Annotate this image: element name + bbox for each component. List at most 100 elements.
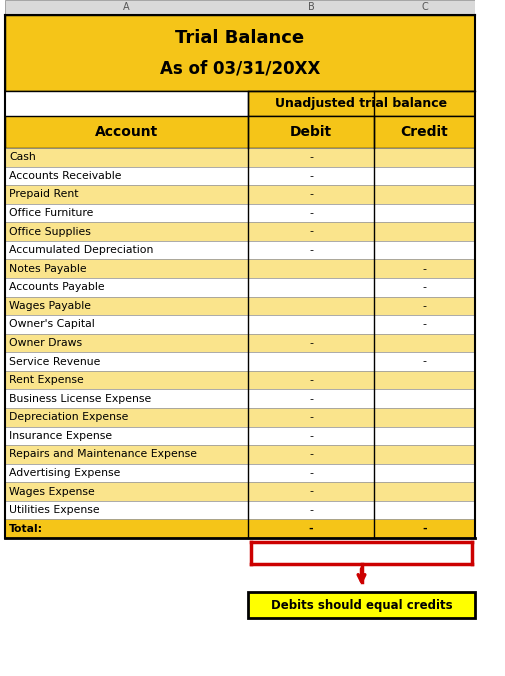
Text: As of 03/31/20XX: As of 03/31/20XX (160, 59, 320, 77)
Text: Unadjusted trial balance: Unadjusted trial balance (275, 97, 447, 110)
Text: -: - (309, 393, 313, 404)
Bar (5, 116, 475, 148)
Text: Debits should equal credits: Debits should equal credits (271, 598, 452, 612)
Text: A: A (123, 3, 130, 12)
Bar (248, 166, 374, 185)
Text: -: - (309, 431, 313, 441)
Text: Depreciation Expense: Depreciation Expense (9, 412, 128, 422)
Bar (475, 166, 505, 185)
Text: -: - (309, 375, 313, 385)
Bar (5, 297, 248, 315)
Bar (374, 166, 475, 185)
Text: Service Revenue: Service Revenue (9, 356, 100, 366)
Bar (475, 241, 505, 260)
Bar (475, 334, 505, 352)
Bar (374, 334, 475, 352)
Bar (5, 91, 248, 116)
Bar (374, 464, 475, 482)
Bar (248, 389, 374, 408)
Bar (475, 389, 505, 408)
Bar (475, 464, 505, 482)
Bar (374, 352, 475, 371)
Text: Wages Expense: Wages Expense (9, 487, 95, 497)
Bar (5, 278, 248, 297)
Bar (5, 352, 248, 371)
Bar (248, 482, 374, 501)
Bar (475, 445, 505, 464)
Bar (5, 519, 248, 538)
Text: Accounts Payable: Accounts Payable (9, 283, 105, 292)
Text: -: - (422, 524, 427, 534)
Bar (475, 482, 505, 501)
Bar (5, 148, 248, 166)
Bar (248, 445, 374, 464)
Text: -: - (309, 524, 313, 534)
Bar (5, 260, 248, 278)
Text: Cash: Cash (9, 152, 36, 162)
Text: -: - (423, 283, 427, 292)
Bar (5, 166, 248, 185)
Text: Accounts Receivable: Accounts Receivable (9, 171, 122, 181)
Bar (248, 464, 374, 482)
Text: -: - (423, 320, 427, 329)
Bar (248, 408, 374, 427)
Bar (248, 260, 374, 278)
Bar (475, 297, 505, 315)
Bar (5, 15, 475, 91)
Text: -: - (423, 356, 427, 366)
Text: B: B (308, 3, 315, 12)
Text: C: C (421, 3, 428, 12)
Text: -: - (309, 226, 313, 237)
Bar (374, 297, 475, 315)
Text: -: - (309, 171, 313, 181)
Bar (475, 278, 505, 297)
Bar (248, 297, 374, 315)
Bar (475, 15, 505, 91)
Bar (374, 519, 475, 538)
Text: Business License Expense: Business License Expense (9, 393, 152, 404)
Bar (5, 501, 248, 519)
Bar (374, 315, 475, 334)
Text: Owner Draws: Owner Draws (9, 338, 82, 348)
Bar (248, 519, 374, 538)
Bar (475, 116, 505, 148)
Bar (374, 203, 475, 222)
Text: Insurance Expense: Insurance Expense (9, 431, 112, 441)
Text: Owner's Capital: Owner's Capital (9, 320, 95, 329)
Text: -: - (423, 301, 427, 311)
Text: Office Supplies: Office Supplies (9, 226, 91, 237)
Text: Trial Balance: Trial Balance (175, 29, 305, 47)
Bar (248, 241, 374, 260)
Text: -: - (309, 450, 313, 460)
Text: -: - (309, 412, 313, 422)
Text: -: - (309, 505, 313, 515)
Bar (5, 464, 248, 482)
Bar (5, 185, 248, 203)
Bar (248, 185, 374, 203)
Bar (374, 260, 475, 278)
Bar (475, 260, 505, 278)
Bar (374, 222, 475, 241)
Bar (5, 371, 248, 389)
Text: Accumulated Depreciation: Accumulated Depreciation (9, 245, 154, 255)
Bar (248, 371, 374, 389)
Bar (248, 203, 374, 222)
Bar (248, 315, 374, 334)
Text: Debit: Debit (290, 125, 332, 139)
Bar (248, 148, 374, 166)
Text: Utilities Expense: Utilities Expense (9, 505, 99, 515)
Bar (5, 203, 248, 222)
Bar (475, 427, 505, 445)
Text: -: - (309, 189, 313, 199)
Text: Rent Expense: Rent Expense (9, 375, 84, 385)
Bar (374, 427, 475, 445)
Bar (374, 371, 475, 389)
Bar (248, 592, 475, 618)
Bar (475, 91, 505, 116)
Bar (248, 501, 374, 519)
Bar (248, 427, 374, 445)
Text: -: - (309, 152, 313, 162)
Bar (374, 482, 475, 501)
Text: Total:: Total: (9, 524, 43, 534)
Bar (374, 185, 475, 203)
